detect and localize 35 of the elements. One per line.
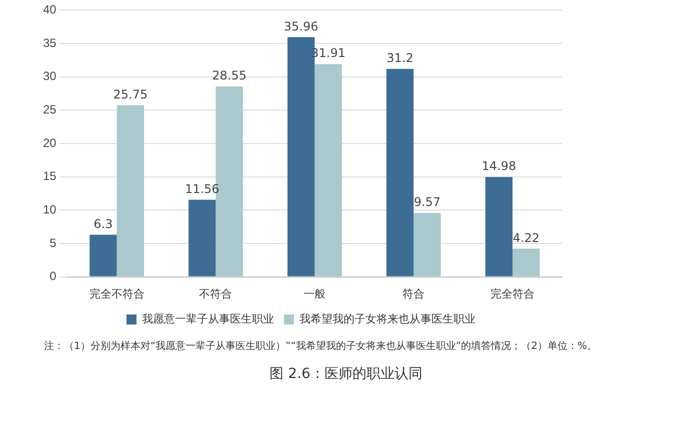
y-tick-label: 5 (50, 236, 57, 250)
data-label: 14.98 (482, 159, 516, 174)
x-tick-label: 一般 (304, 288, 326, 300)
y-tick-label: 25 (42, 102, 57, 116)
bar (188, 200, 216, 276)
data-label: 9.57 (414, 195, 441, 210)
y-tick-label: 20 (42, 136, 57, 150)
y-tick-label: 40 (42, 2, 57, 17)
data-label: 6.3 (94, 216, 113, 231)
data-label: 11.56 (184, 182, 220, 196)
x-tick-label: 完全符合 (490, 287, 535, 300)
bar (414, 213, 441, 276)
legend-label: 我希望我的子女将来也从事医生职业 (300, 312, 476, 326)
bar (90, 234, 117, 276)
x-tick-label: 完全不符合 (89, 287, 144, 300)
text: 图 2.6：医师的职业认同 (268, 365, 424, 383)
x-tick-label: 不符合 (199, 287, 232, 300)
data-label: 35.96 (284, 19, 318, 34)
data-label: 25.75 (113, 87, 148, 102)
data-label: 31.2 (386, 50, 414, 65)
legend-label: 我愿意一辈子从事医生职业 (142, 312, 274, 326)
bar (116, 105, 144, 276)
y-tick-label: 10 (42, 202, 57, 216)
y-tick-label: 30 (42, 69, 57, 84)
bar (314, 64, 342, 276)
x-tick-label: 符合 (402, 287, 425, 300)
bar (485, 176, 513, 276)
data-label: 4.22 (512, 230, 540, 245)
data-label: 28.55 (212, 68, 247, 83)
y-tick-label: 0 (50, 269, 57, 284)
y-tick-label: 35 (42, 36, 57, 50)
bar (512, 248, 540, 276)
text: 注：（1）分别为样本对“我愿意一辈子从事医生职业）”“我希望我的子女将来也从事医生职业”的填答情况；（2）单位：%。 (44, 340, 598, 354)
y-tick-label: 15 (42, 169, 57, 184)
bar (386, 68, 414, 276)
